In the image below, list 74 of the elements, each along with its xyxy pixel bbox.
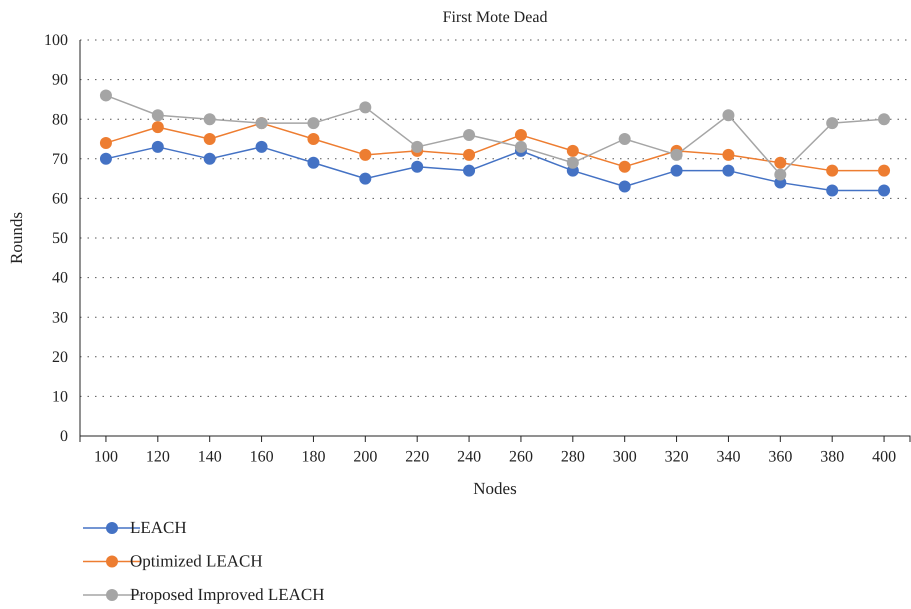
x-tick-label: 380 xyxy=(820,448,844,466)
point xyxy=(463,129,476,142)
point xyxy=(878,184,890,196)
point xyxy=(878,164,890,177)
point xyxy=(204,152,216,165)
point xyxy=(152,109,164,122)
point xyxy=(826,164,838,177)
x-tick-label: 120 xyxy=(146,448,170,466)
point xyxy=(411,140,424,153)
y-tick-label: 30 xyxy=(52,309,68,326)
point xyxy=(878,113,890,126)
point xyxy=(514,129,527,142)
x-tick-label: 340 xyxy=(716,448,740,466)
point xyxy=(463,164,476,177)
point xyxy=(152,140,164,153)
point xyxy=(670,164,683,177)
point xyxy=(204,133,216,145)
point xyxy=(359,148,372,161)
point xyxy=(152,121,164,134)
point xyxy=(618,180,631,193)
y-tick-label: 0 xyxy=(60,428,68,446)
x-tick-label: 100 xyxy=(94,448,118,466)
x-tick-label: 220 xyxy=(405,448,430,466)
y-axis-title: Rounds xyxy=(7,212,26,264)
point xyxy=(100,89,112,102)
point xyxy=(774,168,786,181)
x-tick-label: 180 xyxy=(301,448,326,466)
y-tick-label: 80 xyxy=(52,111,68,128)
point xyxy=(100,136,112,149)
point xyxy=(618,133,631,145)
point xyxy=(722,164,734,177)
point xyxy=(826,117,838,130)
y-tick-label: 10 xyxy=(52,388,68,406)
x-tick-label: 260 xyxy=(508,448,533,466)
y-tick-label: 40 xyxy=(52,270,68,287)
y-tick-label: 20 xyxy=(52,348,68,366)
point xyxy=(307,117,320,130)
point xyxy=(256,140,268,153)
point xyxy=(514,140,527,153)
x-tick-label: 140 xyxy=(198,448,222,466)
point xyxy=(204,113,216,126)
x-axis-title: Nodes xyxy=(473,479,517,498)
point xyxy=(307,156,320,169)
point xyxy=(566,156,579,169)
y-tick-label: 90 xyxy=(52,72,68,89)
point xyxy=(100,152,112,165)
point xyxy=(722,148,734,161)
x-tick-label: 300 xyxy=(612,448,637,466)
point xyxy=(359,101,372,114)
x-tick-label: 200 xyxy=(353,448,378,466)
legend-label: Optimized LEACH xyxy=(130,552,263,570)
point xyxy=(411,160,424,173)
point xyxy=(670,148,683,161)
y-tick-label: 60 xyxy=(52,190,68,208)
point xyxy=(774,156,786,169)
point xyxy=(463,148,476,161)
x-tick-label: 240 xyxy=(457,448,482,466)
x-tick-label: 400 xyxy=(872,448,896,466)
y-tick-label: 100 xyxy=(44,32,68,50)
x-tick-label: 280 xyxy=(560,448,585,466)
point xyxy=(618,160,631,173)
x-tick-label: 360 xyxy=(768,448,792,466)
x-tick-label: 160 xyxy=(250,448,274,466)
point xyxy=(722,109,734,122)
legend-label: Proposed Improved LEACH xyxy=(130,585,325,604)
legend-label: LEACH xyxy=(130,518,187,537)
point xyxy=(359,172,372,185)
chart-title: First Mote Dead xyxy=(442,9,548,26)
point xyxy=(826,184,838,196)
y-tick-label: 70 xyxy=(52,150,68,168)
point xyxy=(566,144,579,157)
y-tick-label: 50 xyxy=(52,230,68,248)
x-tick-label: 320 xyxy=(664,448,689,466)
point xyxy=(307,133,320,145)
